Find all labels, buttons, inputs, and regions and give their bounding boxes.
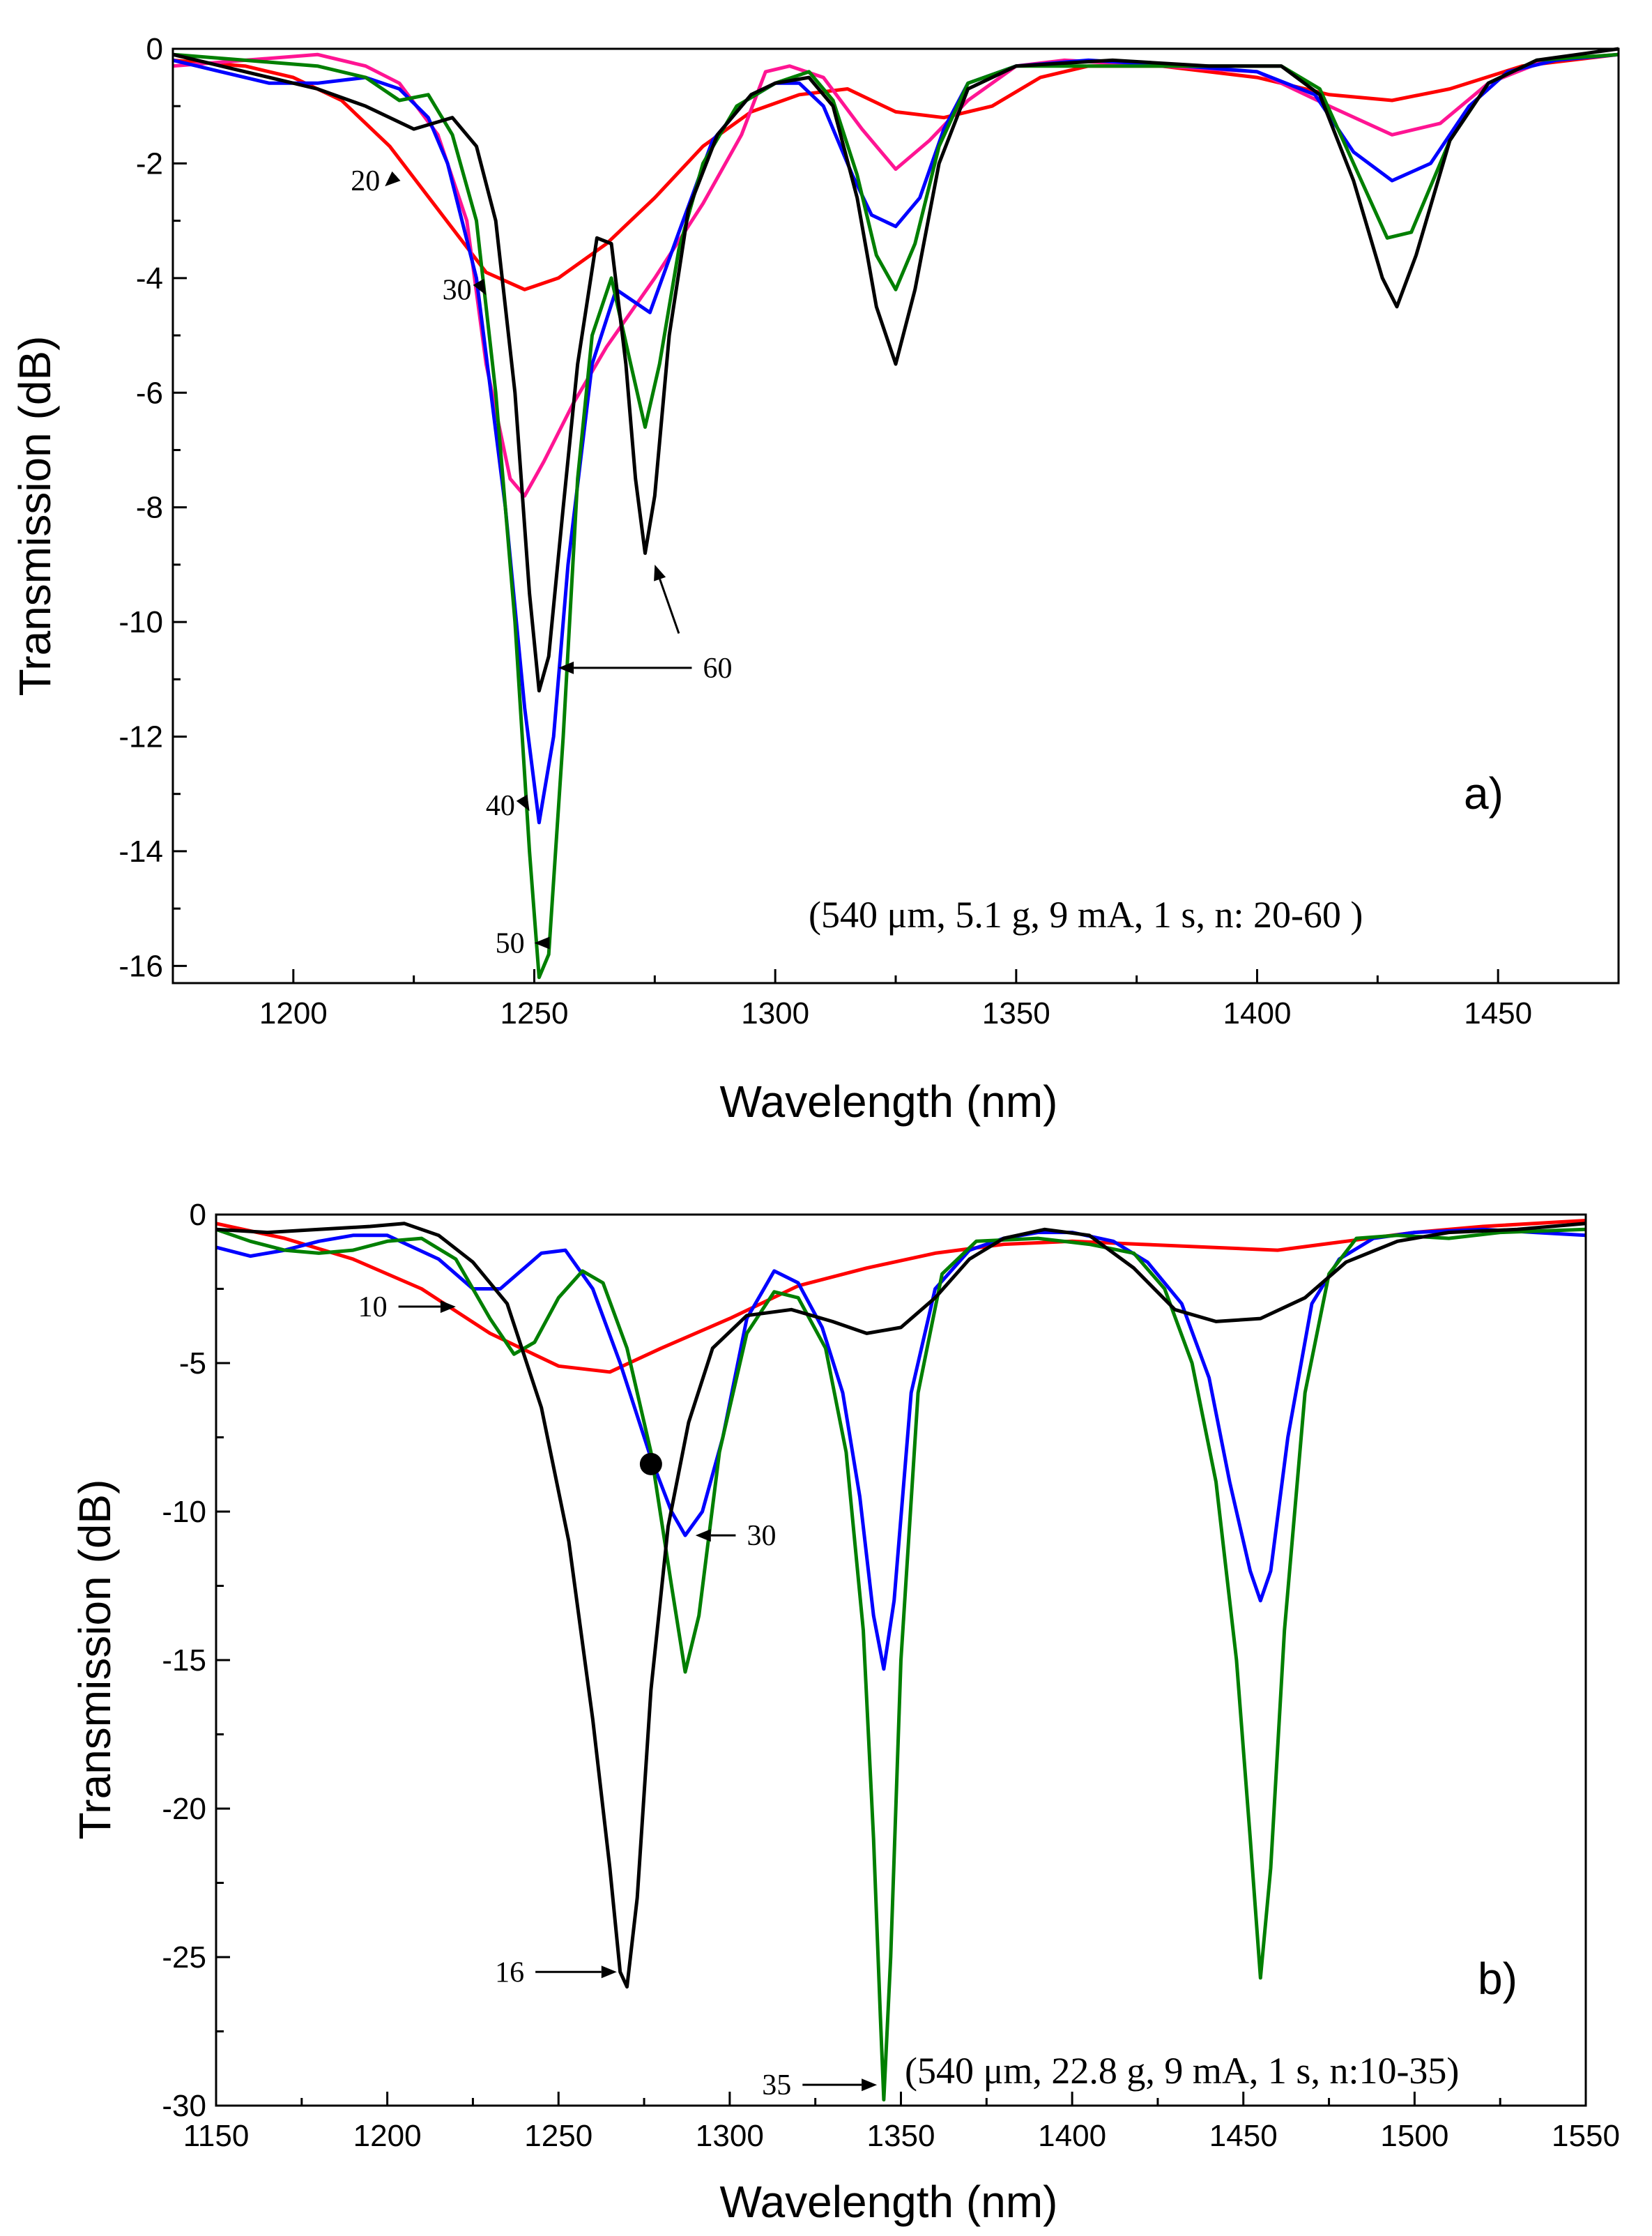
- x-tick-label: 1350: [982, 996, 1050, 1030]
- x-tick-label: 1200: [259, 996, 328, 1030]
- annotation-arrowhead: [516, 794, 530, 812]
- y-tick-label: -10: [118, 605, 163, 639]
- annotation-arrowhead: [440, 1300, 456, 1314]
- annotation-arrowhead: [473, 278, 487, 296]
- series-line-3: [215, 1227, 1586, 2101]
- y-tick-label: -30: [162, 2089, 206, 2123]
- x-axis-title: Wavelength (nm): [720, 1077, 1058, 1127]
- annotation-label: 50: [496, 927, 525, 959]
- annotation-label: 30: [747, 1520, 776, 1552]
- y-tick-label: -2: [136, 146, 163, 181]
- x-tick-label: 1550: [1552, 2119, 1620, 2153]
- annotation-arrowhead: [534, 936, 550, 950]
- x-tick-label: 1450: [1209, 2119, 1278, 2153]
- panel-label: a): [1464, 768, 1504, 819]
- y-tick-label: -5: [179, 1346, 206, 1381]
- y-tick-label: -20: [162, 1792, 206, 1826]
- x-tick-label: 1400: [1038, 2119, 1106, 2153]
- annotation-label: 16: [495, 1956, 524, 1988]
- annotation-label: 20: [351, 165, 380, 197]
- y-tick-label: -14: [118, 835, 163, 869]
- y-tick-label: -8: [136, 491, 163, 525]
- x-tick-label: 1250: [524, 2119, 592, 2153]
- annotation-label: 60: [703, 653, 732, 685]
- data-marker-1: [639, 1452, 662, 1475]
- annotation-label: 10: [358, 1291, 388, 1323]
- x-tick-label: 1350: [867, 2119, 935, 2153]
- y-tick-label: 0: [190, 1198, 206, 1232]
- annotation-arrowhead: [601, 1965, 617, 1979]
- y-tick-label: -15: [162, 1643, 206, 1678]
- x-tick-label: 1300: [741, 996, 809, 1030]
- y-tick-label: -4: [136, 261, 163, 296]
- x-tick-label: 1500: [1380, 2119, 1448, 2153]
- y-tick-label: 0: [146, 32, 163, 66]
- x-axis-title: Wavelength (nm): [720, 2177, 1058, 2227]
- y-axis-title: Transmission (dB): [10, 336, 60, 697]
- series-line-1: [215, 1219, 1586, 1374]
- y-tick-label: -25: [162, 1940, 206, 1975]
- panel-a: 1200 1250 1300 1350 1400 1450 0 -2 -4 -6 -8 -10 -12 -…: [10, 32, 1620, 1127]
- x-tick-label: 1200: [353, 2119, 422, 2153]
- series-line-2: [172, 52, 1619, 498]
- series-line-2: [215, 1227, 1586, 1671]
- y-tick-label: -6: [136, 376, 163, 410]
- y-tick-label: -16: [118, 949, 163, 983]
- y-tick-label: -12: [118, 720, 163, 754]
- parameter-caption: (540 μm, 5.1 g, 9 mA, 1 s, n: 20-60 ): [809, 894, 1363, 936]
- annotation-arrowhead: [385, 171, 401, 187]
- plot-frame: [171, 47, 1620, 984]
- annotation-label: 30: [443, 274, 472, 306]
- annotation-arrowhead: [862, 2078, 878, 2092]
- annotation-label: 40: [486, 790, 515, 822]
- series-line-4: [215, 1222, 1586, 1989]
- panel-b: 1150 1200 1250 1300 1350 1400 1450 1500 1550 0 -5 -…: [70, 1198, 1620, 2227]
- x-tick-label: 1450: [1464, 996, 1532, 1030]
- y-axis-title: Transmission (dB): [70, 1480, 120, 1840]
- annotation-arrowhead: [558, 661, 574, 674]
- x-tick-label: 1300: [696, 2119, 764, 2153]
- annotation-arrow: [659, 579, 680, 634]
- x-tick-label: 1400: [1223, 996, 1292, 1030]
- series-line-1: [172, 52, 1619, 291]
- annotation-arrowhead: [654, 564, 666, 581]
- annotation-label: 35: [762, 2069, 791, 2101]
- x-tick-label: 1150: [183, 2119, 250, 2153]
- parameter-caption: (540 μm, 22.8 g, 9 mA, 1 s, n:10-35): [905, 2050, 1459, 2092]
- annotation-arrowhead: [695, 1529, 711, 1542]
- y-tick-label: -10: [162, 1495, 206, 1529]
- series-line-4: [172, 52, 1619, 980]
- panel-label: b): [1478, 1954, 1517, 2004]
- x-tick-label: 1250: [500, 996, 569, 1030]
- series-line-5: [172, 47, 1619, 693]
